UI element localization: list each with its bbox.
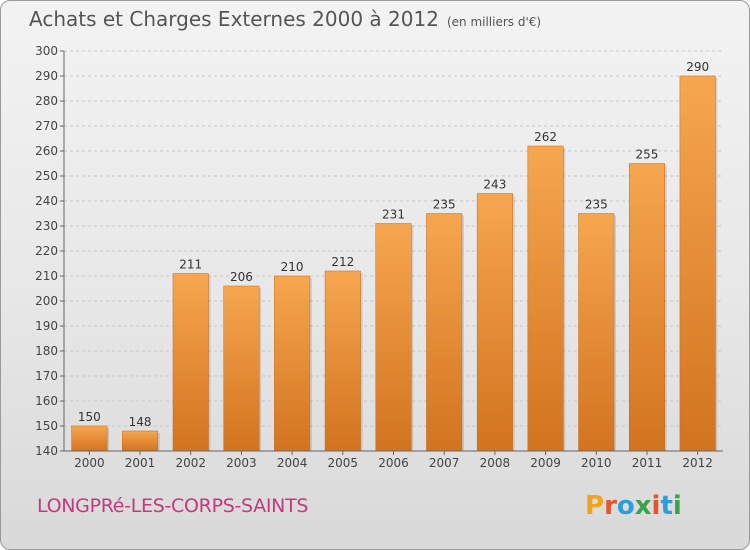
data-label-2002: 211 [179,258,202,272]
y-tick-label: 250 [35,169,58,183]
y-tick-label: 210 [35,269,58,283]
axes: 140 150 160 170 180 190 200 210 220 230 240 250 260 2… [35,44,723,470]
x-tick-label-2005: 2005 [328,456,359,470]
logo-letter: r [604,491,617,521]
chart-title: Achats et Charges Externes 2000 à 2012 (e… [29,7,541,31]
x-tick-label-2004: 2004 [277,456,308,470]
bar-2011 [628,163,665,452]
x-tick-label-2012: 2012 [682,456,713,470]
data-label-2010: 235 [585,198,608,212]
x-tick-label-2009: 2009 [530,456,561,470]
bar-2008 [476,193,513,452]
bar-2005 [324,270,361,452]
bars: 150 148 211 206 210 212 231 235 243 262 235 255 290 [71,60,718,452]
bar-2007 [426,213,463,452]
x-tick-label-2000: 2000 [74,456,105,470]
bar-2003 [223,285,260,452]
y-tick-label: 240 [35,194,58,208]
x-tick-label-2010: 2010 [581,456,612,470]
x-tick-label-2011: 2011 [632,456,663,470]
proxiti-logo: Proxiti [585,491,682,521]
y-tick-label: 220 [35,244,58,258]
data-label-2003: 206 [230,270,253,284]
y-tick-label: 180 [35,344,58,358]
data-label-2005: 212 [331,255,354,269]
y-tick-label: 190 [35,319,58,333]
data-label-2006: 231 [382,208,405,222]
x-tick-label-2007: 2007 [429,456,460,470]
bar-2004 [274,275,311,452]
x-tick-label-2006: 2006 [378,456,409,470]
x-tick-label-2008: 2008 [480,456,511,470]
bar-2010 [578,213,615,452]
bar-2012 [679,75,716,452]
logo-letter: t [660,491,673,521]
bar-2001 [122,430,159,452]
data-label-2001: 148 [129,415,152,429]
y-tick-label: 300 [35,44,58,58]
y-tick-label: 270 [35,119,58,133]
chart-title-text: Achats et Charges Externes 2000 à 2012 [29,7,439,31]
logo-letter: i [672,491,682,521]
y-tick-label: 230 [35,219,58,233]
logo-letter: P [585,491,605,521]
data-label-2000: 150 [78,410,101,424]
x-tick-label-2003: 2003 [226,456,257,470]
data-label-2011: 255 [636,148,659,162]
data-label-2007: 235 [433,198,456,212]
x-tick-label-2002: 2002 [175,456,206,470]
bar-2009 [527,145,564,452]
data-label-2012: 290 [686,60,709,74]
data-label-2004: 210 [281,260,304,274]
y-tick-label: 150 [35,419,58,433]
logo-letter: o [616,491,635,521]
commune-name: LONGPRé-LES-CORPS-SAINTS [37,495,309,517]
data-label-2009: 262 [534,130,557,144]
bar-2002 [172,273,209,452]
y-tick-label: 260 [35,144,58,158]
chart-subtitle: (en milliers d'€) [446,15,542,29]
x-tick-label-2001: 2001 [125,456,156,470]
y-tick-label: 200 [35,294,58,308]
bar-2006 [375,223,412,452]
data-label-2008: 243 [483,178,506,192]
y-tick-label: 160 [35,394,58,408]
y-tick-label: 170 [35,369,58,383]
logo-letter: i [651,491,661,521]
y-tick-label: 280 [35,94,58,108]
y-tick-label: 290 [35,69,58,83]
y-tick-label: 140 [35,444,58,458]
bar-2000 [71,425,108,452]
logo-letter: x [634,491,652,521]
